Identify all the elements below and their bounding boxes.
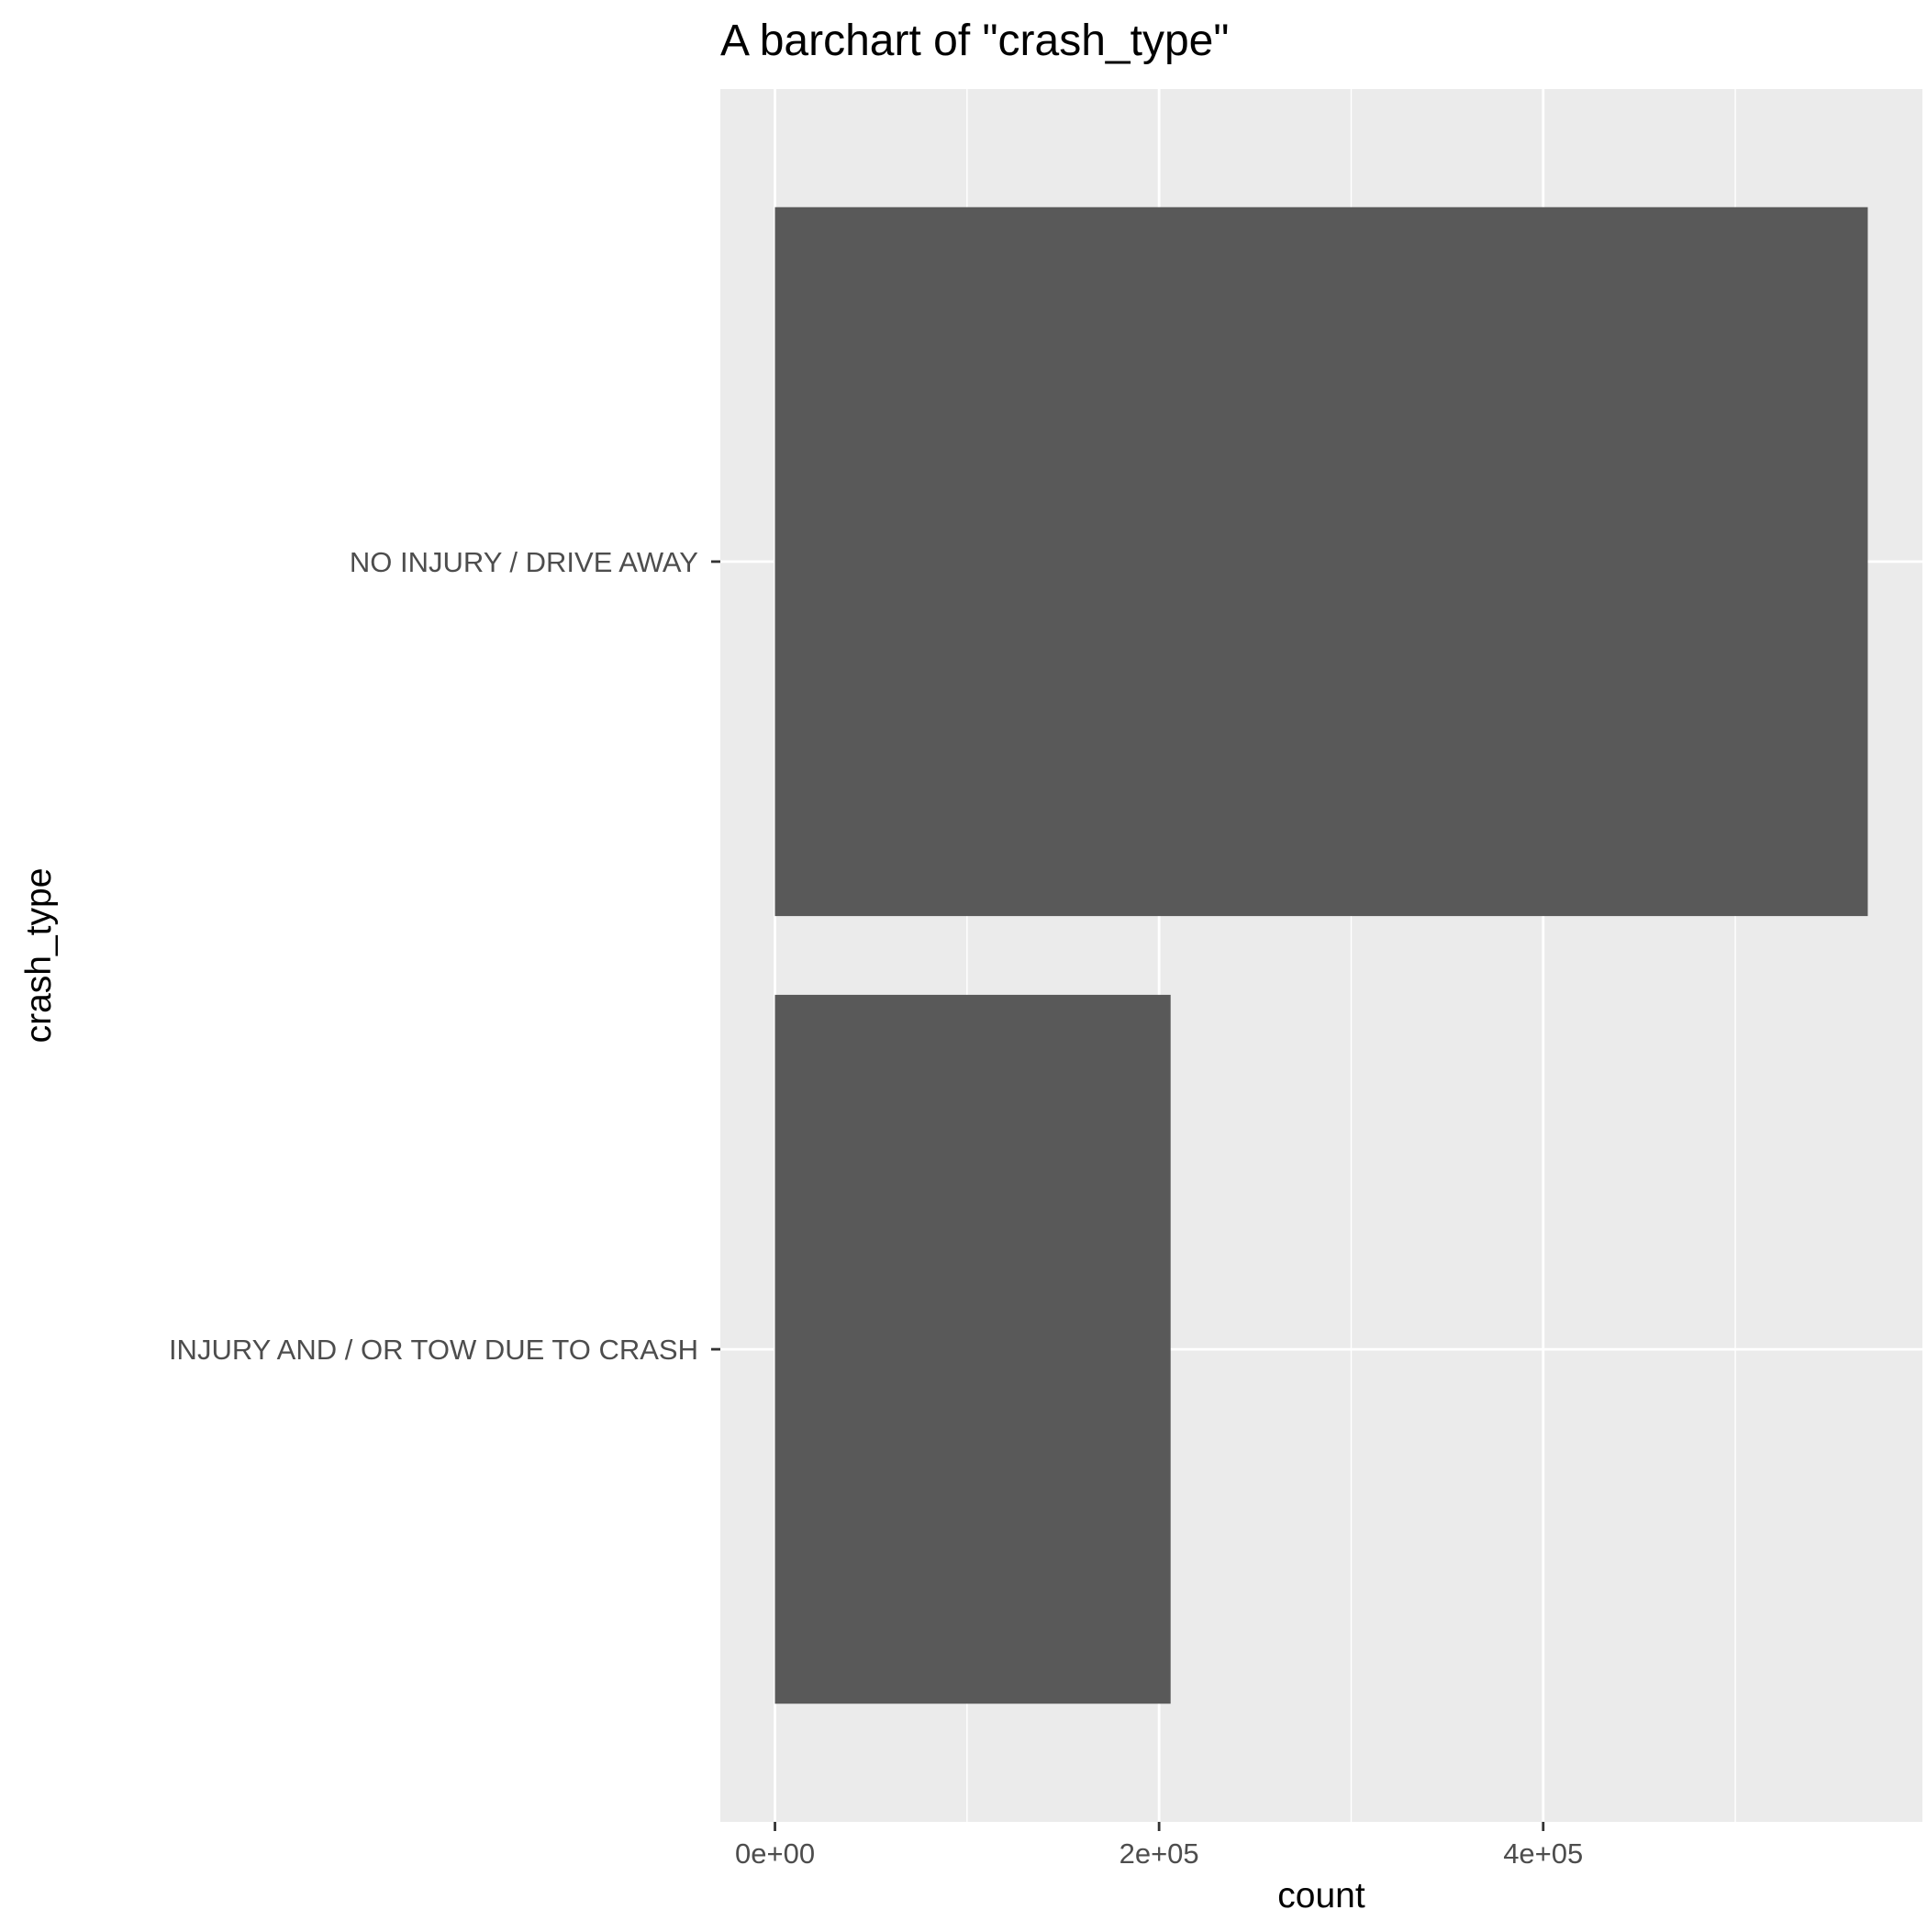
x-tick-label: 4e+05 [1503,1837,1583,1870]
bar [774,994,1171,1704]
bars [774,207,1868,1704]
axes: 0e+00 2e+05 4e+05 NO INJURY / DRIVE AWAY INJ… [169,546,1583,1870]
y-tick-label: INJURY AND / OR TOW DUE TO CRASH [169,1334,698,1366]
bar [774,207,1868,917]
y-tick-label: NO INJURY / DRIVE AWAY [350,546,698,578]
chart-title: A barchart of "crash_type" [720,17,1229,65]
y-axis-label: crash_type [19,868,59,1044]
x-tick-label: 2e+05 [1119,1837,1199,1870]
x-tick-label: 0e+00 [735,1837,815,1870]
x-axis-label: count [1277,1876,1365,1915]
